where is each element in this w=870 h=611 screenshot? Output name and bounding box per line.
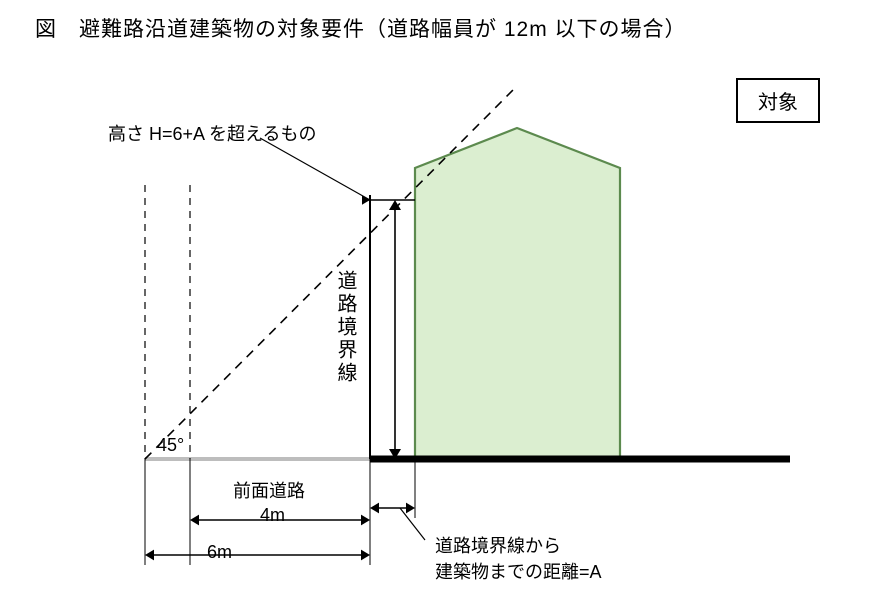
- diagram-svg: [0, 0, 870, 611]
